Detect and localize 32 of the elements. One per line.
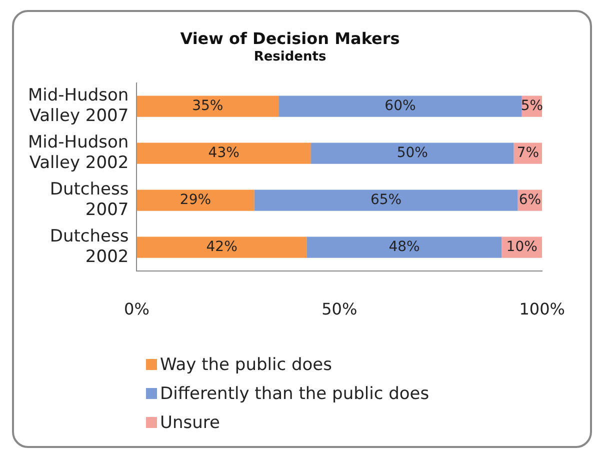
bar xyxy=(136,190,254,211)
data-label: 29% xyxy=(180,192,212,208)
bar xyxy=(306,236,502,258)
data-label: 48% xyxy=(388,238,420,255)
legend-label: Differently than the public does xyxy=(160,384,430,404)
y-tick-label: Mid-Hudson Valley 2002 xyxy=(28,132,129,173)
x-tick-label: 100% xyxy=(519,300,566,319)
y-tick-label: Mid-Hudson Valley 2007 xyxy=(28,86,129,126)
data-label: 6% xyxy=(518,192,542,208)
y-tick-label: Dutchess 2002 xyxy=(50,226,129,267)
data-label: 42% xyxy=(206,238,238,255)
y-tick-label: Dutchess 2007 xyxy=(50,180,129,220)
bar xyxy=(136,142,312,164)
chart-subtitle: Residents xyxy=(254,49,326,64)
data-label: 5% xyxy=(520,98,544,114)
bar xyxy=(311,142,514,164)
legend-label: Way the public does xyxy=(160,354,332,374)
bar xyxy=(136,96,279,117)
chart-title: View of Decision Makers xyxy=(180,28,400,48)
x-tick-label: 50% xyxy=(322,300,358,319)
data-label: 65% xyxy=(370,192,402,208)
data-label: 43% xyxy=(208,144,240,161)
bar xyxy=(254,190,518,211)
data-label: 50% xyxy=(396,144,428,161)
bar xyxy=(136,236,307,258)
x-tick-label: 0% xyxy=(124,300,150,319)
bar xyxy=(278,96,522,117)
data-label: 35% xyxy=(192,98,224,114)
data-label: 10% xyxy=(506,238,538,255)
legend-label: Unsure xyxy=(160,412,220,432)
data-label: 7% xyxy=(516,144,540,161)
data-label: 60% xyxy=(384,98,416,114)
